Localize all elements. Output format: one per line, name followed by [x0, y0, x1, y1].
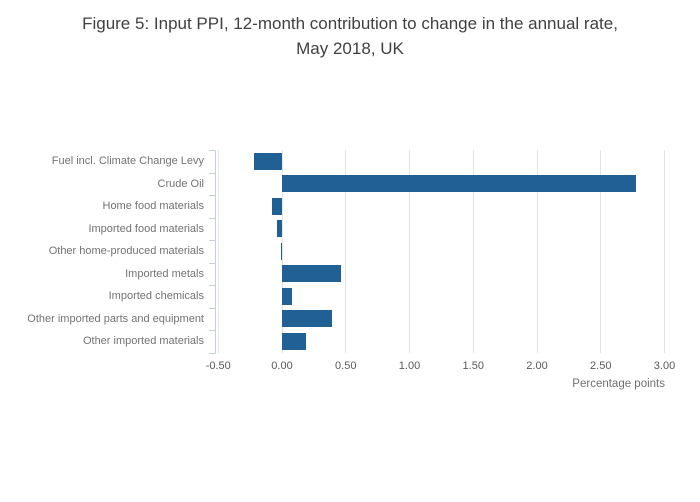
category-label: Imported metals — [125, 267, 204, 280]
x-axis-title: Percentage points — [572, 378, 665, 390]
y-axis-tick — [209, 285, 215, 286]
gridline — [536, 150, 538, 353]
gridline — [664, 150, 665, 353]
bar — [280, 242, 282, 260]
x-tick-label: 1.00 — [398, 360, 421, 372]
y-axis-tick — [209, 307, 215, 309]
gridline — [281, 150, 283, 353]
x-tick-label: 3.00 — [653, 360, 676, 372]
bar — [282, 175, 637, 193]
category-label: Imported food materials — [88, 222, 204, 235]
bar — [271, 197, 282, 215]
category-label: Imported chemicals — [108, 290, 204, 303]
category-label: Other imported materials — [82, 335, 204, 348]
bar — [282, 265, 341, 283]
y-axis-tick — [209, 352, 215, 354]
gridline — [217, 150, 219, 353]
y-axis-tick — [209, 150, 215, 151]
category-label: Fuel incl. Climate Change Levy — [51, 155, 204, 168]
category-label: Crude Oil — [157, 177, 204, 190]
x-tick-label: 0.00 — [271, 360, 293, 372]
bar — [276, 220, 282, 238]
x-tick-label: 1.50 — [462, 360, 484, 372]
y-axis-tick — [209, 217, 215, 219]
category-label: Other imported parts and equipment — [27, 312, 204, 325]
x-tick-label: 0.50 — [335, 360, 357, 372]
y-axis-line — [215, 150, 216, 354]
y-axis-tick — [209, 172, 215, 174]
y-axis-tick — [209, 330, 215, 331]
category-label: Home food materials — [102, 200, 205, 213]
gridline — [345, 150, 347, 353]
bar — [282, 332, 307, 350]
x-tick-label: -0.50 — [205, 360, 231, 372]
bar — [282, 310, 332, 328]
y-axis-tick — [209, 195, 215, 196]
x-tick-label: 2.50 — [590, 360, 612, 372]
bar — [253, 152, 282, 170]
y-axis-tick — [209, 262, 215, 264]
chart-title: Figure 5: Input PPI, 12-month contributi… — [82, 14, 618, 58]
gridline — [409, 150, 410, 353]
y-axis-tick — [209, 240, 215, 241]
gridline — [600, 150, 602, 353]
category-label: Other home-produced materials — [48, 245, 204, 258]
x-tick-label: 2.00 — [526, 360, 548, 372]
bar — [282, 287, 293, 305]
gridline — [472, 150, 474, 353]
